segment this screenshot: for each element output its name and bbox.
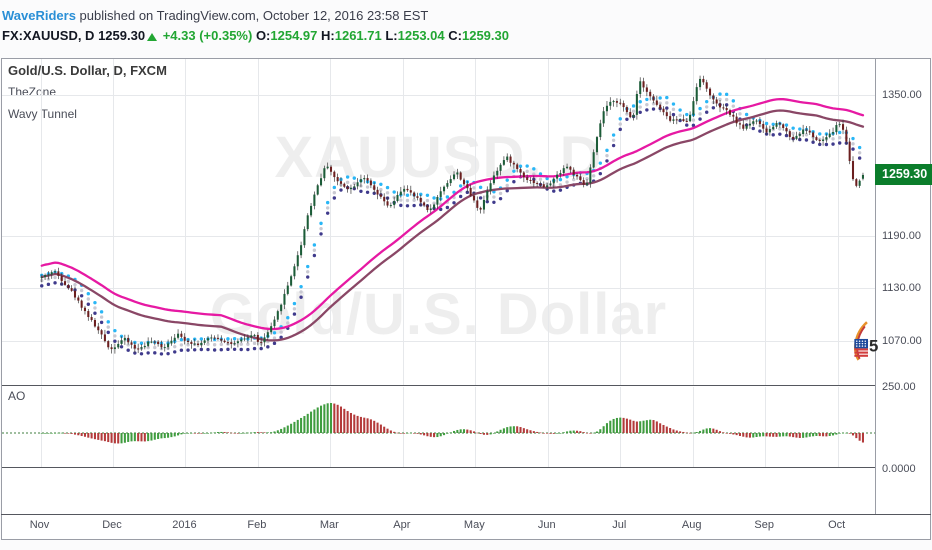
svg-text:5: 5 <box>869 337 878 356</box>
